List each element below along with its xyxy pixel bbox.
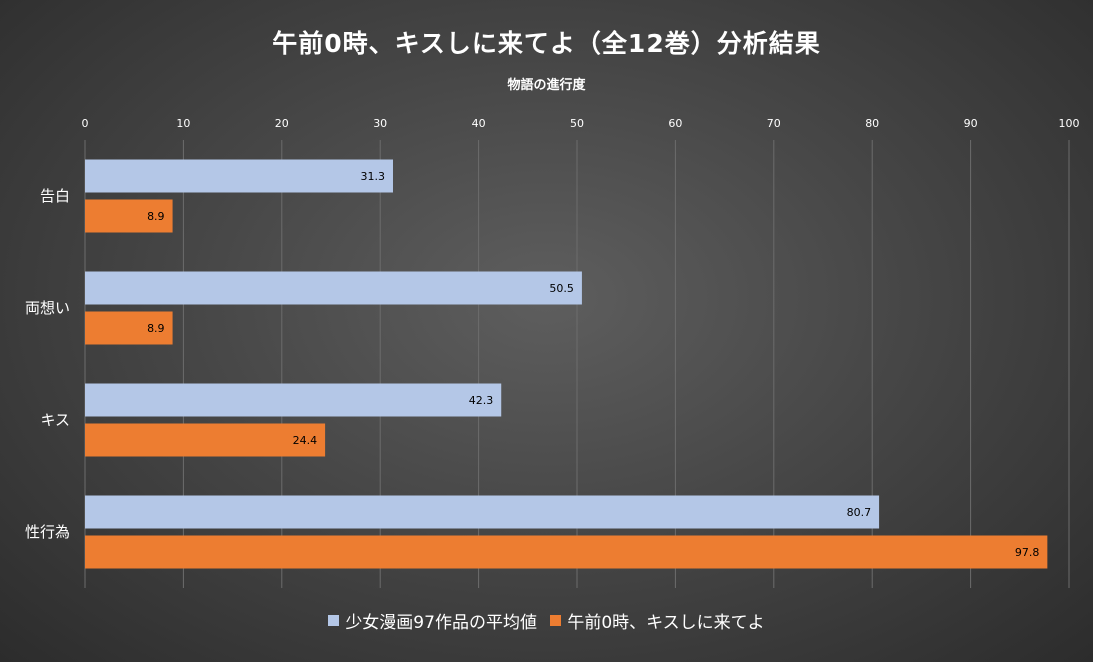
category-label-2: キス (40, 411, 70, 429)
category-label-3: 性行為 (25, 523, 70, 541)
x-tick-label-80: 80 (865, 117, 879, 130)
bar-s0-3 (85, 495, 880, 529)
data-label-s1-3: 97.8 (1015, 546, 1040, 559)
bar-s1-1 (85, 311, 173, 345)
legend-swatch-title (550, 615, 562, 626)
data-label-s1-2: 24.4 (293, 434, 318, 447)
legend-swatch-average (328, 615, 340, 626)
legend-label-average: 少女漫画97作品の平均値 (345, 613, 537, 633)
x-tick-label-90: 90 (964, 117, 978, 130)
bar-s1-3 (85, 535, 1048, 569)
data-label-s0-1: 50.5 (549, 282, 574, 295)
x-tick-label-40: 40 (472, 117, 486, 130)
bar-s0-2 (85, 383, 502, 417)
x-tick-label-100: 100 (1059, 117, 1080, 130)
data-label-s1-0: 8.9 (147, 210, 165, 223)
chart-title: 午前0時、キスしに来てよ（全12巻）分析結果 (272, 29, 821, 58)
category-label-0: 告白 (40, 187, 70, 205)
x-tick-label-20: 20 (275, 117, 289, 130)
data-label-s1-1: 8.9 (147, 322, 165, 335)
bar-s1-0 (85, 199, 173, 233)
category-label-1: 両想い (25, 299, 70, 317)
data-label-s0-0: 31.3 (360, 170, 385, 183)
legend-item-title: 午前0時、キスしに来てよ (550, 608, 765, 633)
x-tick-label-0: 0 (82, 117, 89, 130)
legend-item-average: 少女漫画97作品の平均値 (328, 608, 537, 633)
legend-label-title: 午前0時、キスしに来てよ (567, 613, 765, 633)
x-tick-label-70: 70 (767, 117, 781, 130)
x-axis-title: 物語の進行度 (507, 78, 586, 93)
x-tick-label-30: 30 (373, 117, 387, 130)
legend: 少女漫画97作品の平均値 午前0時、キスしに来てよ (0, 608, 1093, 633)
x-tick-label-10: 10 (176, 117, 190, 130)
data-label-s0-3: 80.7 (847, 506, 872, 519)
x-tick-label-60: 60 (668, 117, 682, 130)
bar-s0-1 (85, 271, 582, 305)
x-tick-label-50: 50 (570, 117, 584, 130)
data-label-s0-2: 42.3 (469, 394, 494, 407)
bar-s0-0 (85, 159, 393, 193)
bar-s1-2 (85, 423, 326, 457)
